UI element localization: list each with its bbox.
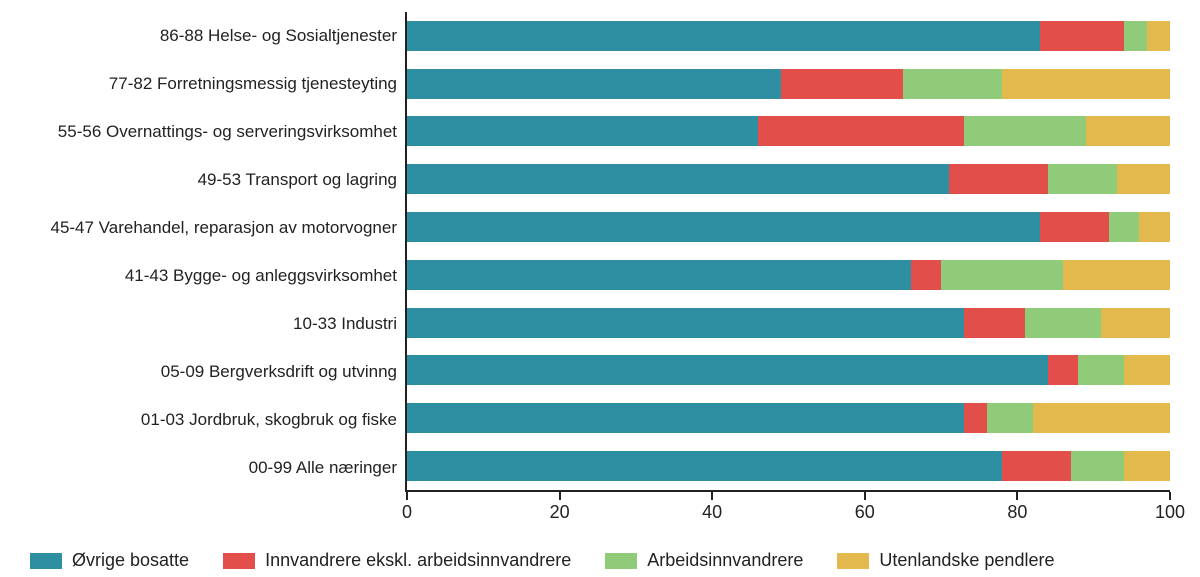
bar-segment-innv [1040, 21, 1124, 51]
y-axis-label: 01-03 Jordbruk, skogbruk og fiske [30, 410, 397, 430]
y-axis-label: 77-82 Forretningsmessig tjenesteyting [30, 74, 397, 94]
bar-row [407, 116, 1170, 146]
x-tick-label: 20 [550, 502, 570, 523]
bar-segment-innv [1048, 355, 1079, 385]
legend: Øvrige bosatte Innvandrere ekskl. arbeids… [30, 550, 1170, 571]
y-axis-label: 10-33 Industri [30, 314, 397, 334]
bar-segment-arbinnv [941, 260, 1063, 290]
bar-segment-ovrige [407, 212, 1040, 242]
bar-segment-ovrige [407, 21, 1040, 51]
bar-segment-ovrige [407, 164, 949, 194]
legend-swatch [605, 553, 637, 569]
x-tick-mark [406, 492, 408, 500]
legend-label: Arbeidsinnvandrere [647, 550, 803, 571]
y-axis-label: 49-53 Transport og lagring [30, 170, 397, 190]
x-tick-label: 60 [855, 502, 875, 523]
bar-segment-innv [949, 164, 1048, 194]
bar-segment-pendlere [1139, 212, 1170, 242]
bar-segment-pendlere [1124, 451, 1170, 481]
bar-row [407, 355, 1170, 385]
x-tick-mark [711, 492, 713, 500]
bar-segment-innv [781, 69, 903, 99]
legend-label: Utenlandske pendlere [879, 550, 1054, 571]
bar-segment-arbinnv [1078, 355, 1124, 385]
legend-item-innv: Innvandrere ekskl. arbeidsinnvandrere [223, 550, 571, 571]
bar-row [407, 164, 1170, 194]
x-tick-mark [559, 492, 561, 500]
bar-segment-pendlere [1117, 164, 1170, 194]
bar-row [407, 403, 1170, 433]
bar-segment-ovrige [407, 260, 911, 290]
y-axis-label: 55-56 Overnattings- og serveringsvirksom… [30, 122, 397, 142]
x-tick-mark [864, 492, 866, 500]
legend-swatch [223, 553, 255, 569]
y-axis-label: 00-99 Alle næringer [30, 458, 397, 478]
bar-segment-ovrige [407, 403, 964, 433]
bar-segment-arbinnv [964, 116, 1086, 146]
bar-segment-arbinnv [903, 69, 1002, 99]
x-tick-mark [1169, 492, 1171, 500]
legend-swatch [837, 553, 869, 569]
bar-segment-ovrige [407, 308, 964, 338]
legend-label: Innvandrere ekskl. arbeidsinnvandrere [265, 550, 571, 571]
bar-segment-innv [758, 116, 964, 146]
x-tick-label: 0 [402, 502, 412, 523]
bar-segment-pendlere [1101, 308, 1170, 338]
bar-segment-innv [1002, 451, 1071, 481]
bar-row [407, 69, 1170, 99]
bar-segment-innv [964, 403, 987, 433]
bar-segment-pendlere [1002, 69, 1170, 99]
bar-segment-pendlere [1063, 260, 1170, 290]
y-axis-label: 41-43 Bygge- og anleggsvirksomhet [30, 266, 397, 286]
x-tick-label: 100 [1155, 502, 1185, 523]
x-tick-label: 40 [702, 502, 722, 523]
bar-row [407, 308, 1170, 338]
stacked-bar-chart: 86-88 Helse- og Sosialtjenester 77-82 For… [0, 0, 1200, 577]
legend-item-arbinnv: Arbeidsinnvandrere [605, 550, 803, 571]
bar-row [407, 212, 1170, 242]
bar-segment-pendlere [1033, 403, 1170, 433]
bar-segment-innv [1040, 212, 1109, 242]
legend-item-pendlere: Utenlandske pendlere [837, 550, 1054, 571]
legend-swatch [30, 553, 62, 569]
bar-segment-innv [964, 308, 1025, 338]
bar-segment-ovrige [407, 355, 1048, 385]
y-axis-label: 45-47 Varehandel, reparasjon av motorvog… [30, 218, 397, 238]
y-axis-label: 86-88 Helse- og Sosialtjenester [30, 26, 397, 46]
bar-segment-ovrige [407, 116, 758, 146]
legend-item-ovrige: Øvrige bosatte [30, 550, 189, 571]
plot-area: 86-88 Helse- og Sosialtjenester 77-82 For… [30, 12, 1170, 492]
bar-segment-arbinnv [1109, 212, 1140, 242]
bar-segment-ovrige [407, 451, 1002, 481]
bar-segment-arbinnv [1048, 164, 1117, 194]
bar-segment-innv [911, 260, 942, 290]
bar-row [407, 451, 1170, 481]
bar-segment-ovrige [407, 69, 781, 99]
bar-segment-arbinnv [1124, 21, 1147, 51]
bar-segment-arbinnv [1071, 451, 1124, 481]
bar-segment-pendlere [1124, 355, 1170, 385]
y-axis-labels: 86-88 Helse- og Sosialtjenester 77-82 For… [30, 12, 405, 492]
bar-segment-pendlere [1147, 21, 1170, 51]
y-axis-label: 05-09 Bergverksdrift og utvinng [30, 362, 397, 382]
bar-segment-arbinnv [987, 403, 1033, 433]
bars-container: 020406080100 [405, 12, 1170, 492]
legend-label: Øvrige bosatte [72, 550, 189, 571]
x-tick-label: 80 [1007, 502, 1027, 523]
bar-row [407, 21, 1170, 51]
bar-segment-arbinnv [1025, 308, 1101, 338]
bar-segment-pendlere [1086, 116, 1170, 146]
x-tick-mark [1016, 492, 1018, 500]
bar-row [407, 260, 1170, 290]
